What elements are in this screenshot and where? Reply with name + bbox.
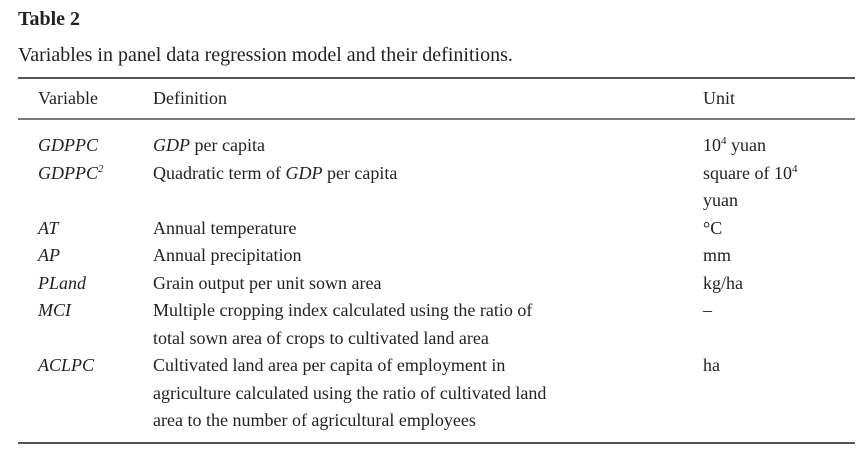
cell-definition: Annual precipitation	[153, 242, 693, 270]
variable-name: AP	[38, 245, 60, 265]
variable-name: GDPPC	[38, 162, 98, 183]
cell-line: ha	[703, 352, 853, 380]
cell-variable: ACLPC	[38, 352, 94, 380]
superscript: 4	[791, 162, 798, 175]
cell-definition: GDP per capita	[153, 132, 693, 160]
cell-line: –	[703, 297, 853, 325]
cell-definition: Cultivated land area per capita of emplo…	[153, 352, 693, 435]
text-segment: GDP	[153, 135, 190, 155]
top-rule	[18, 77, 855, 79]
cell-unit: square of 104 yuan	[703, 160, 853, 215]
text-segment: yuan	[703, 190, 738, 210]
cell-line: Grain output per unit sown area	[153, 270, 693, 298]
cell-definition: Quadratic term of GDP per capita	[153, 160, 693, 188]
cell-line: 104 yuan	[703, 132, 853, 160]
text-segment: 10	[703, 135, 721, 155]
cell-line: total sown area of crops to cultivated l…	[153, 325, 693, 353]
text-segment: ha	[703, 355, 720, 375]
cell-line: Multiple cropping index calculated using…	[153, 297, 693, 325]
cell-unit: °C	[703, 215, 853, 243]
cell-line: Cultivated land area per capita of emplo…	[153, 352, 693, 380]
header-rule	[18, 118, 855, 120]
cell-line: agriculture calculated using the ratio o…	[153, 380, 693, 408]
superscript: 4	[721, 135, 727, 147]
text-segment: mm	[703, 245, 732, 265]
text-segment: per capita	[322, 162, 398, 183]
variable-name: GDPPC	[38, 135, 98, 155]
cell-line: yuan	[703, 187, 853, 215]
variable-name: ACLPC	[38, 355, 95, 375]
cell-line: Annual precipitation	[153, 242, 693, 270]
variable-name: AT	[38, 217, 59, 238]
cell-unit: 104 yuan	[703, 132, 853, 160]
cell-variable: GDPPC	[38, 132, 98, 160]
cell-line: kg/ha	[703, 270, 853, 298]
variable-name: MCI	[38, 300, 71, 320]
text-segment: GDP	[285, 162, 323, 183]
cell-variable: PLand	[38, 270, 86, 298]
text-segment: Cultivated land area per capita of emplo…	[153, 355, 506, 375]
cell-line: °C	[703, 215, 853, 243]
text-segment: yuan	[726, 135, 766, 155]
text-segment: Annual temperature	[153, 217, 297, 238]
cell-unit: –	[703, 297, 853, 325]
text-segment: –	[703, 300, 712, 320]
cell-line: mm	[703, 242, 853, 270]
text-segment: square of 10	[703, 162, 792, 183]
cell-unit: mm	[703, 242, 853, 270]
variable-name: PLand	[38, 272, 87, 293]
cell-variable: AP	[38, 242, 60, 270]
header-definition: Definition	[153, 88, 227, 108]
text-segment: Quadratic term of	[153, 162, 286, 183]
cell-line: GDP per capita	[153, 132, 693, 160]
text-segment: °C	[703, 217, 723, 238]
header-variable: Variable	[38, 88, 98, 108]
cell-line: area to the number of agricultural emplo…	[153, 407, 693, 435]
text-segment: Annual precipitation	[153, 245, 302, 265]
text-segment: area to the number of agricultural emplo…	[153, 410, 476, 430]
cell-unit: kg/ha	[703, 270, 853, 298]
cell-definition: Grain output per unit sown area	[153, 270, 693, 298]
cell-line: square of 104	[703, 160, 853, 188]
text-segment: total sown area of crops to cultivated l…	[153, 327, 489, 348]
text-segment: per capita	[190, 135, 265, 155]
cell-definition: Annual temperature	[153, 215, 693, 243]
cell-line: Quadratic term of GDP per capita	[153, 160, 693, 188]
text-segment: kg/ha	[703, 272, 743, 293]
cell-unit: ha	[703, 352, 853, 380]
cell-variable: GDPPC2	[38, 160, 104, 188]
header-unit: Unit	[703, 88, 736, 108]
table-title: Table 2	[18, 8, 81, 30]
bottom-rule	[18, 442, 855, 444]
cell-definition: Multiple cropping index calculated using…	[153, 297, 693, 352]
table-caption: Variables in panel data regression model…	[18, 44, 513, 66]
cell-variable: AT	[38, 215, 58, 243]
cell-line: Annual temperature	[153, 215, 693, 243]
cell-variable: MCI	[38, 297, 71, 325]
text-segment: Grain output per unit sown area	[153, 272, 382, 293]
text-segment: Multiple cropping index calculated using…	[153, 300, 533, 320]
superscript: 2	[98, 162, 104, 175]
text-segment: agriculture calculated using the ratio o…	[153, 382, 547, 403]
